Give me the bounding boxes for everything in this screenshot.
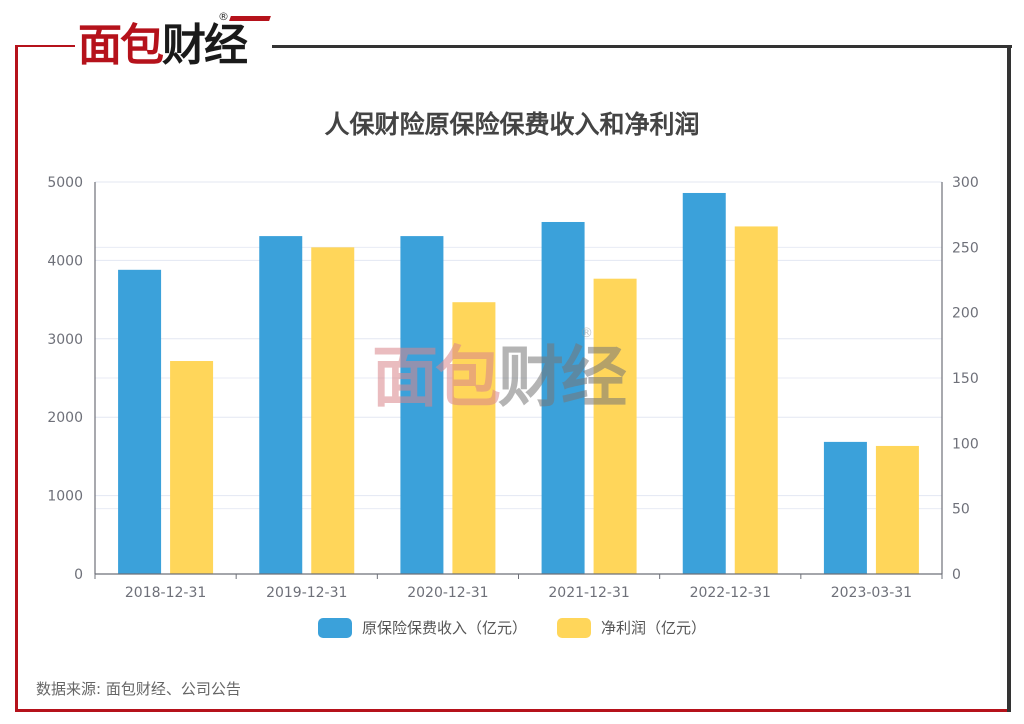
bar-net-profit[interactable] [452, 302, 496, 574]
logo-black-text: 财经 [162, 20, 248, 71]
brand-logo: 面包 财经 ® [78, 10, 271, 74]
chart-title: 人保财险原保险保费收入和净利润 [324, 110, 700, 139]
data-source-note: 数据来源: 面包财经、公司公告 [36, 680, 241, 698]
frame-bottom [15, 709, 1009, 712]
y-left-tick-label: 3000 [47, 332, 83, 348]
y-left-tick-label: 4000 [47, 253, 83, 269]
y-right-tick-label: 300 [952, 175, 979, 191]
bar-net-profit[interactable] [593, 278, 637, 574]
y-left-tick-label: 5000 [47, 175, 83, 191]
frame-left [15, 45, 18, 712]
y-right-tick-label: 150 [952, 371, 979, 387]
axis-labels: 0 1000 2000 3000 4000 5000 0 50 100 150 200 250 300 2… [47, 175, 978, 601]
x-tick-label: 2021-12-31 [548, 585, 629, 601]
y-right-tick-label: 50 [952, 502, 970, 518]
y-left-tick-label: 1000 [47, 489, 83, 505]
x-tick-label: 2019-12-31 [266, 585, 347, 601]
logo-red-text: 面包 [78, 20, 164, 71]
legend-swatch-blue [317, 617, 352, 638]
bar-premium[interactable] [682, 192, 726, 574]
bar-premium[interactable] [259, 236, 303, 574]
bar-net-profit[interactable] [734, 226, 778, 574]
legend-label-premium: 原保险保费收入（亿元） [361, 619, 527, 637]
bar-net-profit[interactable] [170, 361, 214, 574]
y-right-tick-label: 100 [952, 436, 979, 452]
bar-premium[interactable] [823, 441, 867, 574]
x-tick-label: 2020-12-31 [407, 585, 488, 601]
bar-net-profit[interactable] [875, 445, 919, 574]
bar-premium[interactable] [400, 236, 444, 574]
y-left-tick-label: 2000 [47, 410, 83, 426]
legend-swatch-yellow [557, 617, 591, 638]
legend-label-profit: 净利润（亿元） [601, 619, 707, 637]
frame-right [1007, 45, 1011, 712]
y-left-tick-label: 0 [74, 567, 83, 583]
x-tick-label: 2022-12-31 [690, 585, 771, 601]
x-tick-label: 2023-03-31 [831, 585, 912, 601]
frame-top-left [15, 45, 75, 47]
axes [94, 182, 943, 579]
y-right-tick-label: 0 [952, 567, 961, 583]
grid-lines [95, 181, 942, 510]
legend: 原保险保费收入（亿元） 净利润（亿元） [0, 617, 1024, 638]
y-right-tick-label: 250 [952, 240, 979, 256]
bar-net-profit[interactable] [311, 247, 355, 575]
bar-premium[interactable] [541, 221, 585, 574]
y-right-tick-label: 200 [952, 306, 979, 322]
registered-mark: ® [218, 10, 229, 23]
bars [118, 192, 919, 575]
frame-top-right [272, 45, 1012, 48]
bar-premium[interactable] [118, 269, 162, 574]
legend-item-profit[interactable]: 净利润（亿元） [557, 617, 706, 638]
legend-item-premium[interactable]: 原保险保费收入（亿元） [317, 617, 527, 638]
x-tick-label: 2018-12-31 [125, 585, 206, 601]
